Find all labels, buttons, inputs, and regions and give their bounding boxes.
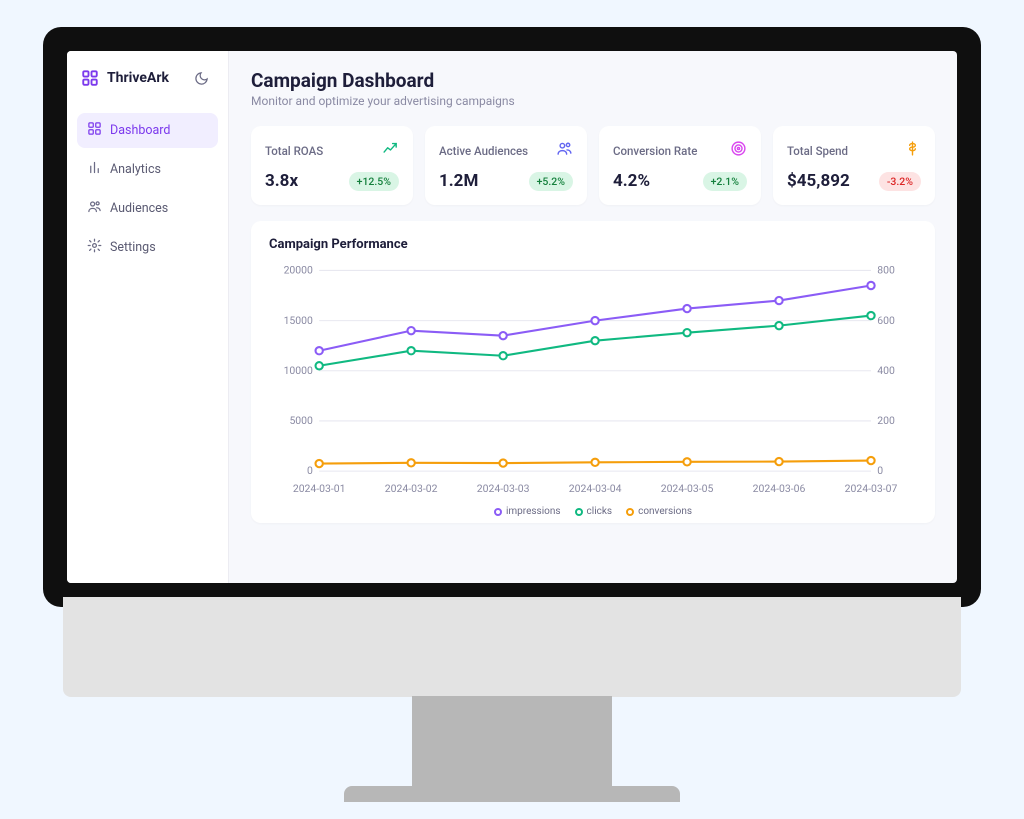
users-icon [87, 199, 102, 218]
sidebar-item-dashboard[interactable]: Dashboard [77, 113, 218, 148]
svg-text:2024-03-06: 2024-03-06 [753, 482, 806, 495]
chart-legend: impressions clicks conversions [269, 500, 917, 517]
performance-chart: 0 5000 10000 15000 20000 0 200 400 600 800 2024-03… [269, 260, 917, 500]
svg-text:2024-03-07: 2024-03-07 [845, 482, 898, 495]
svg-text:5000: 5000 [289, 414, 313, 427]
metric-delta-badge: +2.1% [703, 172, 747, 191]
svg-text:400: 400 [877, 364, 895, 377]
sidebar-nav: Dashboard Analytics Audiences Settings [67, 105, 228, 273]
svg-text:200: 200 [877, 414, 895, 427]
metric-value: 4.2% [613, 171, 650, 191]
grid-icon [87, 121, 102, 140]
metric-card-conversion-rate: Conversion Rate 4.2% +2.1% [599, 126, 761, 205]
legend-marker-icon [626, 508, 634, 516]
gear-icon [87, 238, 102, 257]
logo-icon [81, 69, 99, 87]
main-content: Campaign Dashboard Monitor and optimize … [229, 51, 957, 583]
monitor-stand-foot [344, 786, 680, 802]
legend-item-clicks: clicks [575, 506, 613, 517]
svg-text:20000: 20000 [284, 264, 313, 277]
bars-icon [87, 160, 102, 179]
sidebar-item-label: Analytics [110, 162, 161, 177]
metric-card-active-audiences: Active Audiences 1.2M +5.2% [425, 126, 587, 205]
svg-text:0: 0 [877, 464, 883, 477]
metric-label: Active Audiences [439, 144, 528, 158]
metric-label: Total ROAS [265, 144, 323, 158]
users-icon [556, 140, 573, 161]
metrics-row: Total ROAS 3.8x +12.5% Active Audiences … [251, 126, 935, 205]
legend-marker-icon [494, 508, 502, 516]
metric-label: Conversion Rate [613, 144, 697, 158]
moon-icon [194, 71, 209, 86]
svg-text:2024-03-05: 2024-03-05 [661, 482, 714, 495]
metric-card-total-roas: Total ROAS 3.8x +12.5% [251, 126, 413, 205]
svg-text:15000: 15000 [284, 314, 313, 327]
metric-delta-badge: +5.2% [529, 172, 573, 191]
metric-value: $45,892 [787, 171, 850, 191]
sidebar-item-audiences[interactable]: Audiences [77, 191, 218, 226]
svg-text:600: 600 [877, 314, 895, 327]
sidebar-item-label: Audiences [110, 201, 168, 216]
metric-label: Total Spend [787, 144, 848, 158]
svg-text:2024-03-01: 2024-03-01 [293, 482, 346, 495]
metric-delta-badge: -3.2% [879, 172, 921, 191]
page-title: Campaign Dashboard [251, 69, 935, 92]
svg-text:2024-03-03: 2024-03-03 [477, 482, 530, 495]
metric-delta-badge: +12.5% [349, 172, 399, 191]
target-icon [730, 140, 747, 161]
svg-text:800: 800 [877, 264, 895, 277]
dollar-icon [904, 140, 921, 161]
page-subtitle: Monitor and optimize your advertising ca… [251, 94, 935, 108]
sidebar-item-label: Dashboard [110, 123, 170, 138]
brand: ThriveArk [67, 51, 228, 105]
screen: ThriveArk Dashboard Analytics Audiences Set… [67, 51, 957, 583]
trend-icon [382, 140, 399, 161]
metric-value: 1.2M [439, 171, 478, 191]
svg-text:2024-03-04: 2024-03-04 [569, 482, 622, 495]
sidebar-item-label: Settings [110, 240, 156, 255]
sidebar-item-settings[interactable]: Settings [77, 230, 218, 265]
monitor-bezel: ThriveArk Dashboard Analytics Audiences Set… [43, 27, 981, 607]
sidebar: ThriveArk Dashboard Analytics Audiences Set… [67, 51, 229, 583]
legend-item-conversions: conversions [626, 506, 692, 517]
monitor-stand-neck [412, 696, 612, 792]
metric-value: 3.8x [265, 171, 298, 191]
legend-marker-icon [575, 508, 583, 516]
svg-text:0: 0 [307, 464, 313, 477]
brand-name: ThriveArk [107, 70, 169, 86]
performance-chart-card: Campaign Performance 0500010000150002000… [251, 221, 935, 523]
chart-title: Campaign Performance [269, 237, 917, 252]
svg-text:2024-03-02: 2024-03-02 [385, 482, 438, 495]
legend-item-impressions: impressions [494, 506, 561, 517]
monitor-chin [63, 597, 961, 697]
theme-toggle-button[interactable] [188, 65, 214, 91]
svg-text:10000: 10000 [284, 364, 313, 377]
sidebar-item-analytics[interactable]: Analytics [77, 152, 218, 187]
metric-card-total-spend: Total Spend $45,892 -3.2% [773, 126, 935, 205]
